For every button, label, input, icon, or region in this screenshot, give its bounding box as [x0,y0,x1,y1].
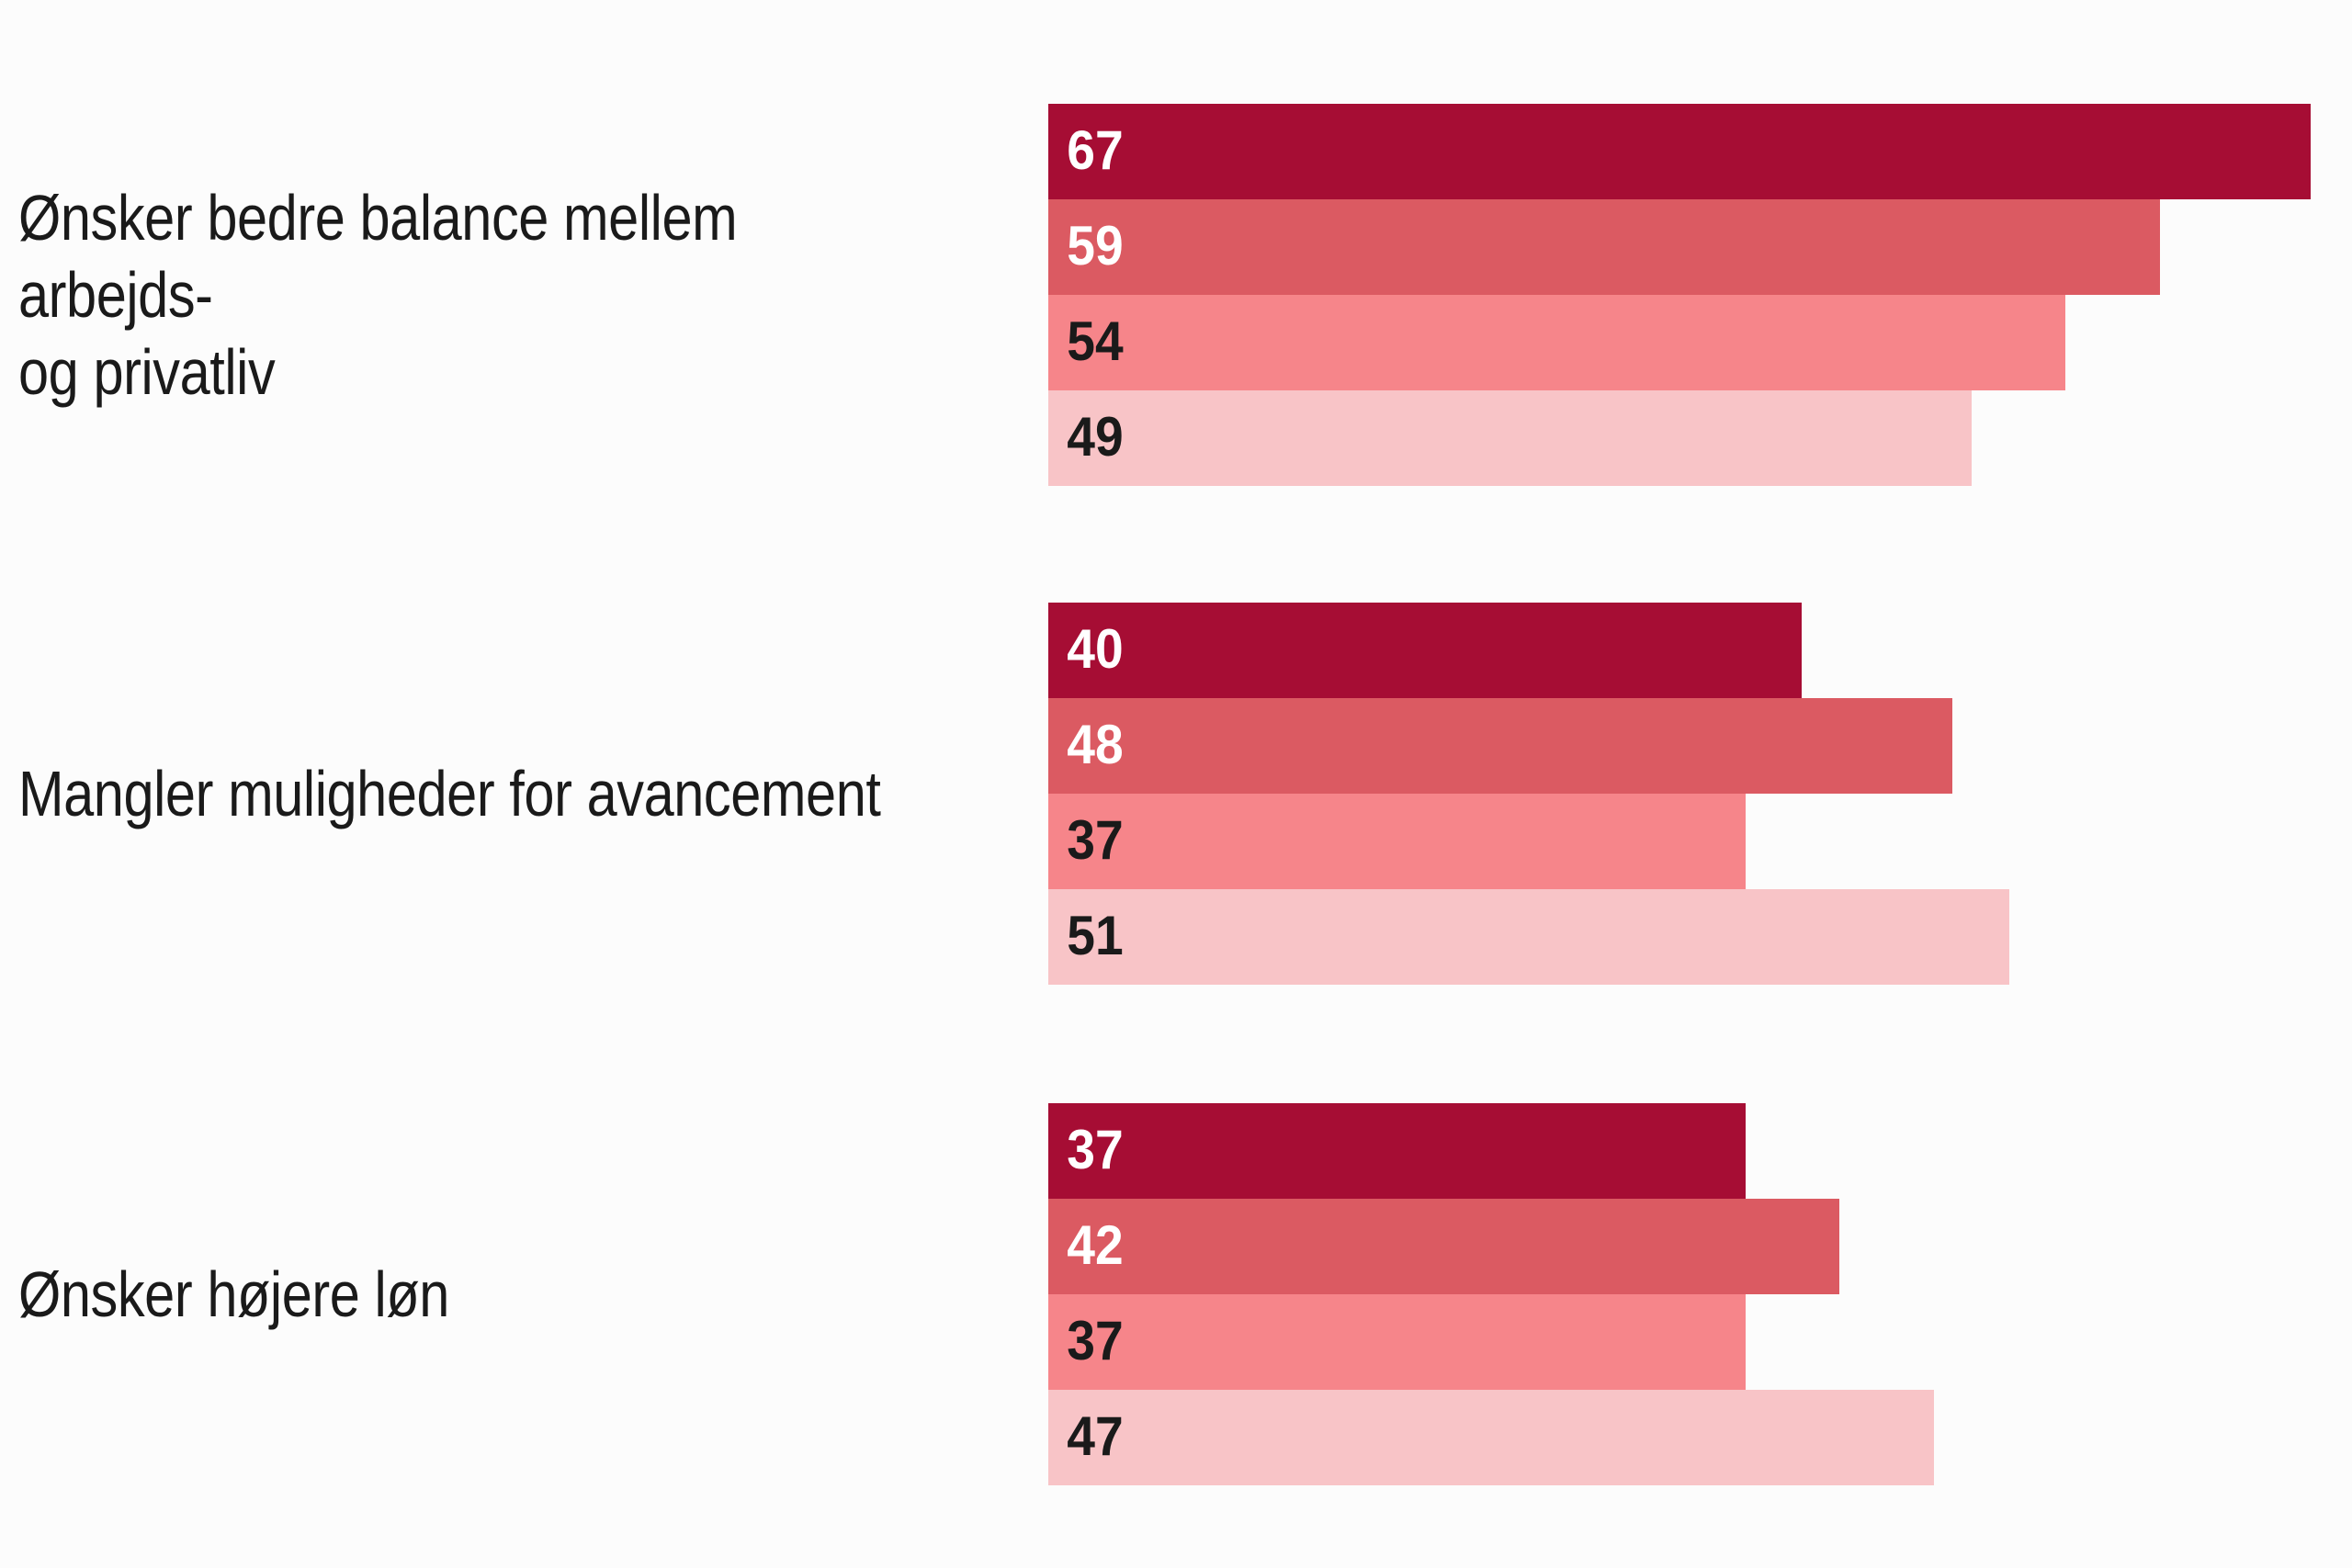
category-label-cell: Mangler muligheder for avancement [0,603,1048,985]
bar: 37 [1048,794,1746,889]
bar: 54 [1048,295,2065,390]
bar-stack: 67 59 54 49 [1048,104,2352,486]
bar: 42 [1048,1199,1839,1294]
bar: 47 [1048,1390,1934,1485]
bar-value-label: 42 [1067,1214,1124,1276]
bar: 49 [1048,390,1972,486]
bar: 59 [1048,199,2160,295]
bar-stack: 37 42 37 47 [1048,1103,2352,1485]
bar: 48 [1048,698,1952,794]
bar: 40 [1048,603,1802,698]
bar: 67 [1048,104,2311,199]
category-label: Mangler muligheder for avancement [18,758,881,829]
bar-value-label: 49 [1067,406,1124,468]
bar-value-label: 54 [1067,310,1124,372]
bar-value-label: 37 [1067,809,1124,871]
category-label: Ønsker højere løn [18,1258,449,1330]
bar: 37 [1048,1103,1746,1199]
bar: 37 [1048,1294,1746,1390]
bar-value-label: 47 [1067,1405,1124,1467]
bar-value-label: 51 [1067,905,1124,966]
bar: 51 [1048,889,2009,985]
bar-value-label: 37 [1067,1310,1124,1371]
bar-stack: 40 48 37 51 [1048,603,2352,985]
bar-value-label: 48 [1067,714,1124,775]
bar-value-label: 37 [1067,1119,1124,1180]
bar-group: Ønsker højere løn 37 42 37 47 [0,1103,2352,1485]
bar-value-label: 67 [1067,119,1124,181]
bar-group: Mangler muligheder for avancement 40 48 37… [0,603,2352,985]
bar-group: Ønsker bedre balance mellem arbejds- og … [0,104,2352,486]
category-label-cell: Ønsker bedre balance mellem arbejds- og … [0,104,1048,486]
bar-value-label: 40 [1067,618,1124,680]
bar-value-label: 59 [1067,215,1124,276]
category-label: Ønsker bedre balance mellem arbejds- og … [18,182,738,408]
category-label-cell: Ønsker højere løn [0,1103,1048,1485]
